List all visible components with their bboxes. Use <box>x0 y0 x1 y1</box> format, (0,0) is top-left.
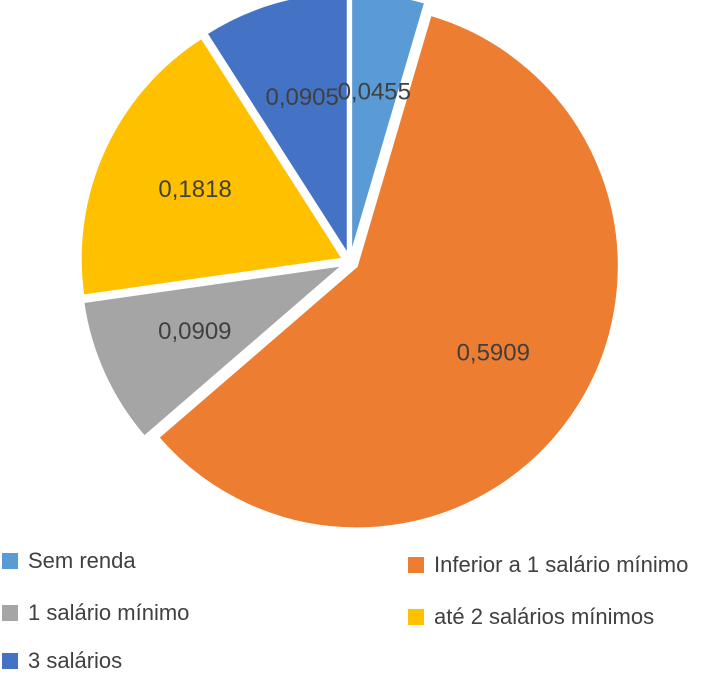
legend-swatch-inferior-1-salario <box>408 557 424 573</box>
legend-item-sem-renda: Sem renda <box>2 546 136 576</box>
data-label-1-salario-minimo: 0,0909 <box>158 318 231 345</box>
legend-label-1-salario: 1 salário mínimo <box>28 600 190 625</box>
legend-swatch-3-salarios <box>2 653 18 669</box>
pie-data-labels: 0,0455 0,5909 0,0909 0,1818 0,0905 <box>158 79 530 367</box>
pie-slice-inferior-a-1-salario-minimo <box>156 13 620 530</box>
legend-label-inferior-1-salario: Inferior a 1 salário mínimo <box>434 552 689 577</box>
data-label-3-salarios: 0,0905 <box>265 84 338 111</box>
legend-swatch-1-salario <box>2 605 18 621</box>
legend-label-sem-renda: Sem renda <box>28 548 136 573</box>
pie-slice-sem-renda <box>350 0 427 255</box>
pie-slice-1-salario-minimo <box>82 263 346 438</box>
legend-swatch-ate-2-salarios <box>408 609 424 625</box>
legend-item-inferior-1-salario: Inferior a 1 salário mínimo <box>408 550 688 580</box>
data-label-ate-2-salarios-minimos: 0,1818 <box>158 176 231 203</box>
legend-item-1-salario: 1 salário mínimo <box>2 598 189 628</box>
legend-item-ate-2-salarios: até 2 salários mínimos <box>408 602 654 632</box>
legend-swatch-sem-renda <box>2 553 18 569</box>
data-label-sem-renda: 0,0455 <box>338 79 411 106</box>
pie-slices <box>79 0 620 530</box>
legend: Sem renda Inferior a 1 salário mínimo 1 … <box>0 540 722 673</box>
data-label-inferior-a-1-salario-minimo: 0,5909 <box>457 340 530 367</box>
legend-label-ate-2-salarios: até 2 salários mínimos <box>434 604 655 629</box>
legend-item-3-salarios: 3 salários <box>2 646 122 676</box>
legend-label-3-salarios: 3 salários <box>28 648 123 673</box>
pie-slice-ate-2-salarios-minimos <box>79 36 345 297</box>
pie-slice-3-salarios <box>205 0 349 258</box>
